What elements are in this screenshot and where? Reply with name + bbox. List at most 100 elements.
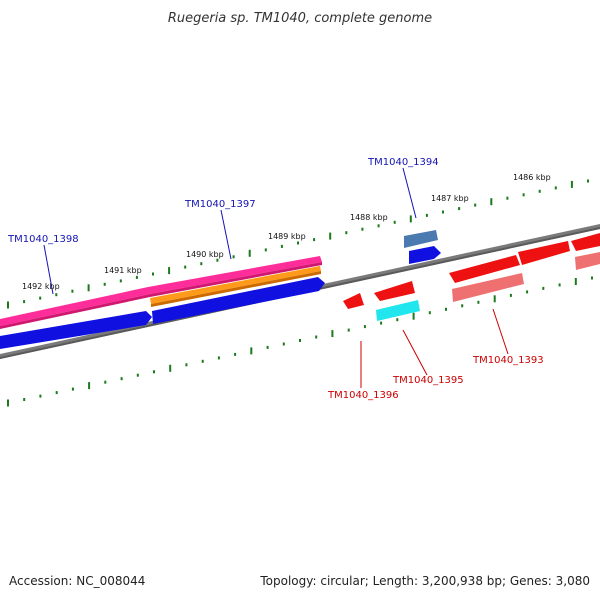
minor-tick — [297, 241, 299, 245]
minor-tick — [185, 363, 188, 367]
cds-pink — [452, 273, 524, 302]
minor-tick — [153, 370, 155, 374]
minor-tick — [55, 391, 58, 395]
major-tick — [570, 180, 573, 188]
minor-tick — [280, 244, 283, 248]
minor-tick — [591, 276, 593, 280]
minor-tick — [393, 220, 396, 224]
minor-tick — [103, 282, 106, 286]
minor-tick — [361, 227, 364, 231]
minor-tick — [474, 203, 477, 207]
major-tick — [493, 295, 496, 303]
ticks-inner — [7, 276, 593, 407]
major-tick — [169, 364, 172, 372]
tick-label: 1492 kbp — [22, 282, 60, 291]
minor-tick — [587, 179, 589, 183]
topology-text: Topology: circular; Length: 3,200,938 bp… — [260, 574, 590, 588]
minor-tick — [363, 325, 366, 329]
minor-tick — [282, 342, 285, 346]
minor-tick — [201, 359, 204, 363]
major-tick — [88, 382, 91, 390]
major-tick — [7, 301, 9, 309]
minor-tick — [299, 339, 301, 342]
gene-leaders — [43, 167, 509, 388]
major-tick — [329, 232, 332, 240]
accession-text: Accession: NC_008044 — [9, 574, 146, 588]
minor-tick — [55, 293, 58, 297]
gene-label-tm1040-1395: TM1040_1395 — [392, 375, 464, 386]
tick-label: 1487 kbp — [431, 194, 469, 203]
tick-label: 1490 kbp — [186, 250, 224, 259]
minor-tick — [345, 231, 348, 235]
minor-tick — [445, 307, 447, 311]
tick-label: 1489 kbp — [268, 232, 306, 241]
minor-tick — [542, 286, 545, 290]
major-tick — [331, 330, 334, 338]
minor-tick — [39, 394, 42, 398]
minor-tick — [461, 304, 464, 308]
minor-tick — [232, 255, 235, 259]
tick-label: 1491 kbp — [104, 266, 142, 275]
cds-cyan — [376, 300, 420, 321]
minor-tick — [200, 262, 203, 266]
minor-tick — [135, 275, 138, 279]
minor-tick — [558, 283, 561, 287]
minor-tick — [71, 289, 74, 293]
major-tick — [87, 284, 90, 292]
gene-label-tm1040-1396: TM1040_1396 — [327, 390, 399, 401]
minor-tick — [377, 224, 380, 228]
minor-tick — [315, 335, 318, 339]
cds-reverse — [449, 255, 520, 283]
major-tick — [412, 312, 415, 320]
major-tick — [574, 278, 577, 285]
minor-tick — [554, 186, 557, 190]
major-tick — [248, 249, 251, 257]
rrna-feature — [0, 256, 322, 326]
trna-feature — [151, 271, 321, 307]
major-tick — [7, 399, 9, 407]
minor-tick — [522, 193, 525, 197]
minor-tick — [477, 300, 480, 304]
forward-features — [0, 230, 441, 349]
minor-tick — [425, 213, 428, 217]
minor-tick — [152, 272, 154, 276]
major-tick — [168, 267, 171, 275]
major-tick — [409, 215, 412, 223]
cds-forward — [0, 311, 152, 349]
minor-tick — [120, 377, 123, 381]
cds-reverse — [343, 293, 364, 309]
cds-pink — [575, 252, 600, 270]
minor-tick — [23, 398, 26, 401]
gene-label-tm1040-1394: TM1040_1394 — [367, 157, 439, 168]
cds-steel — [404, 230, 438, 248]
minor-tick — [442, 210, 444, 214]
minor-tick — [119, 279, 122, 283]
minor-tick — [458, 207, 461, 211]
tick-label: 1486 kbp — [513, 173, 551, 182]
minor-tick — [71, 387, 74, 391]
gene-label-tm1040-1398: TM1040_1398 — [7, 234, 79, 245]
minor-tick — [538, 189, 541, 193]
rrna-feature — [0, 262, 322, 329]
cds-reverse — [518, 241, 570, 265]
gene-label-tm1040-1397: TM1040_1397 — [184, 199, 256, 210]
minor-tick — [136, 373, 139, 377]
cds-reverse — [571, 233, 600, 251]
minor-tick — [266, 345, 269, 349]
minor-tick — [347, 328, 350, 332]
page-title: Ruegeria sp. TM1040, complete genome — [168, 11, 432, 26]
trna-feature — [150, 266, 321, 304]
cds-forward — [152, 277, 325, 324]
minor-tick — [396, 318, 399, 322]
tick-label: 1488 kbp — [350, 213, 388, 222]
minor-tick — [509, 293, 512, 297]
cds-reverse — [374, 281, 415, 301]
ticks-outer — [7, 179, 589, 309]
minor-tick — [217, 356, 220, 360]
minor-tick — [526, 290, 529, 294]
minor-tick — [313, 238, 316, 242]
minor-tick — [428, 311, 431, 315]
minor-tick — [264, 248, 267, 252]
minor-tick — [104, 380, 107, 384]
minor-tick — [216, 258, 219, 262]
